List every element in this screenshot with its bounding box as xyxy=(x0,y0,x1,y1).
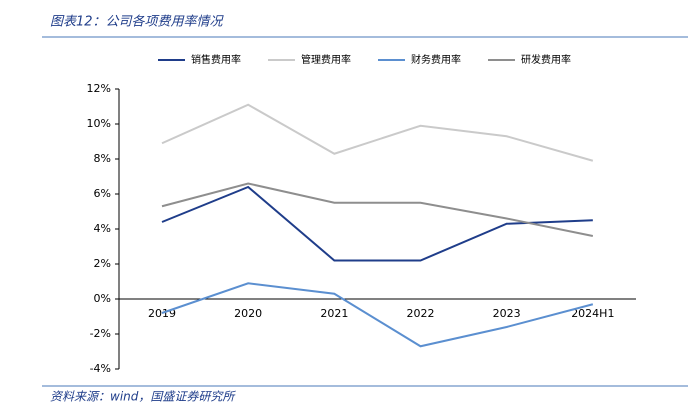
y-tick-label: 8% xyxy=(94,152,111,165)
y-tick-label: 0% xyxy=(94,292,111,305)
y-tick-label: 12% xyxy=(87,82,111,95)
legend-label: 研发费用率 xyxy=(521,53,571,66)
y-tick-label: 10% xyxy=(87,117,111,130)
x-tick-label: 2023 xyxy=(493,307,521,320)
y-tick-label: 6% xyxy=(94,187,111,200)
series-line xyxy=(161,103,594,162)
source-note: 资料来源：wind，国盛证券研究所 xyxy=(50,390,236,404)
x-tick-label: 2021 xyxy=(320,307,348,320)
chart-title: 图表12：公司各项费用率情况 xyxy=(50,14,225,30)
series-line xyxy=(161,182,594,237)
x-tick-label: 2024H1 xyxy=(571,307,614,320)
legend-label: 财务费用率 xyxy=(411,53,461,66)
series-line xyxy=(161,185,593,262)
x-tick-label: 2022 xyxy=(407,307,435,320)
y-tick-label: 2% xyxy=(94,257,111,270)
legend-label: 销售费用率 xyxy=(191,53,241,66)
x-tick-label: 2020 xyxy=(234,307,262,320)
y-tick-label: -4% xyxy=(90,362,111,375)
series-line xyxy=(161,282,594,348)
y-tick-label: 4% xyxy=(94,222,111,235)
legend-label: 管理费用率 xyxy=(301,53,351,66)
y-tick-label: -2% xyxy=(90,327,111,340)
